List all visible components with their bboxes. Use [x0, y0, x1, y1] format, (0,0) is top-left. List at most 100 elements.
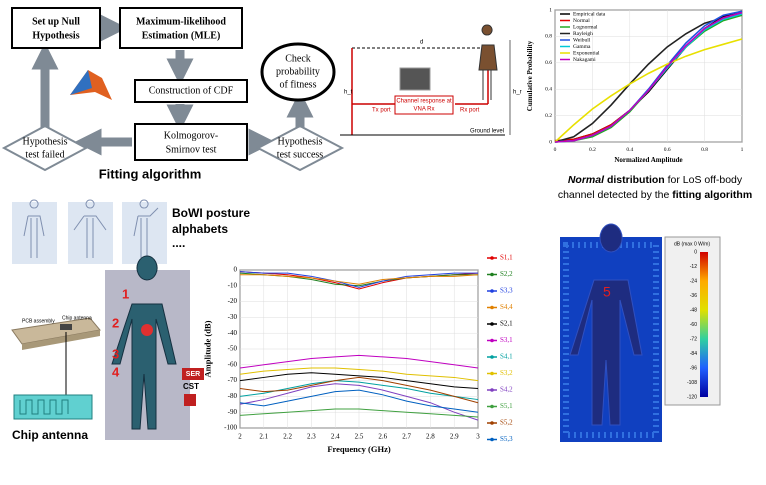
- node-label: Hypothesis: [278, 136, 323, 147]
- x-tick-label: 2.5: [355, 433, 364, 441]
- x-tick-label: 0: [554, 147, 557, 153]
- caption-text: distribution: [607, 174, 665, 186]
- colorbar-tick-label: 0: [694, 249, 697, 255]
- body-model-part: [141, 324, 153, 336]
- colorbar-tick-label: -120: [687, 394, 697, 400]
- x-tick-label: 3: [476, 433, 480, 441]
- body-marker: 3: [112, 346, 119, 361]
- node-label: Estimation (MLE): [142, 30, 221, 41]
- legend-label: S5,2: [500, 419, 513, 427]
- postures-part: [68, 202, 113, 264]
- flowchart-part: [12, 8, 100, 48]
- caption-text: fitting algorithm: [672, 189, 752, 201]
- legend-marker: [490, 421, 494, 425]
- node-label: probability: [276, 66, 320, 77]
- sar-image: 5 dB (max 0 W/m): [560, 224, 720, 442]
- y-tick-label: -90: [228, 408, 238, 416]
- y-tick-label: -80: [228, 392, 238, 400]
- body-marker: 4: [112, 364, 120, 379]
- x-tick-label: 0.2: [589, 147, 596, 153]
- antenna: PCB assembly Chip antenna Chip antenna: [12, 315, 100, 442]
- y-tick-label: 0.4: [545, 86, 552, 92]
- legend-label: S3,2: [500, 369, 513, 377]
- setup-label: Rx port: [460, 108, 480, 114]
- setup-label: Channel response at: [396, 99, 452, 105]
- node-label: Hypothesis: [32, 30, 79, 41]
- y-tick-label: -100: [224, 424, 237, 432]
- x-tick-label: 2.7: [402, 433, 411, 441]
- x-tick-label: 0.6: [664, 147, 671, 153]
- legend-marker: [490, 355, 494, 359]
- postures: BoWI posture alphabets ....: [12, 200, 250, 264]
- y-tick-label: 0: [234, 266, 238, 274]
- flowchart-part: [120, 8, 242, 48]
- node-label: test success: [277, 149, 323, 160]
- flowchart-part: [4, 126, 86, 170]
- flowchart: Set up Null Hypothesis Maximum-likelihoo…: [4, 8, 342, 181]
- legend-label: S5,3: [500, 435, 513, 443]
- colorbar-tick-label: -48: [690, 307, 697, 313]
- node-label: of fitness: [280, 79, 317, 90]
- cst-logo: CST: [183, 382, 199, 391]
- colorbar-tick-label: -60: [690, 322, 697, 328]
- colorbar-title: dB (max 0 W/m): [674, 241, 710, 247]
- cdf-caption: Normal distribution for LoS off-body cha…: [558, 174, 752, 201]
- legend-marker: [490, 388, 494, 392]
- antenna-label: Chip antenna: [62, 315, 92, 321]
- legend-marker: [490, 339, 494, 343]
- postures-part: [12, 202, 57, 264]
- legend-label: Exponential: [573, 50, 600, 56]
- setup-label: VNA Rx: [413, 107, 434, 113]
- body-marker: 2: [112, 315, 119, 330]
- sar-image-part: [700, 252, 708, 397]
- node-label: Construction of CDF: [149, 85, 234, 96]
- y-tick-label: -10: [228, 281, 238, 289]
- matlab-logo: [70, 70, 112, 100]
- x-tick-label: 2.3: [307, 433, 316, 441]
- node-label: Kolmogorov-: [164, 130, 218, 141]
- setup-part: [400, 68, 430, 90]
- legend-label: S4,2: [500, 386, 513, 394]
- y-tick-label: -40: [228, 329, 238, 337]
- posture-title: alphabets: [172, 222, 228, 236]
- colorbar-tick-label: -72: [690, 336, 697, 342]
- x-tick-label: 0.4: [626, 147, 633, 153]
- setup-label: Ground level: [470, 129, 504, 135]
- x-axis-label: Frequency (GHz): [327, 444, 391, 454]
- legend-marker: [490, 256, 494, 260]
- x-tick-label: 2.4: [331, 433, 340, 441]
- antenna-part: [60, 324, 72, 330]
- node-label: Set up Null: [32, 16, 80, 27]
- legend-label: Gamma: [573, 44, 591, 50]
- cdf-caption-part: channel detected by the fitting algorith…: [558, 189, 752, 201]
- x-tick-label: 2.8: [426, 433, 435, 441]
- legend-marker: [490, 322, 494, 326]
- y-tick-label: -60: [228, 360, 238, 368]
- legend-marker: [490, 273, 494, 277]
- colorbar-tick-label: -24: [690, 278, 697, 284]
- setup-label: h_t: [344, 90, 353, 96]
- body-marker: 1: [122, 286, 129, 301]
- caption-text: Normal: [568, 174, 605, 186]
- node-label: test failed: [25, 149, 64, 160]
- legend-label: S4,4: [500, 303, 513, 311]
- cdf-caption-part: Normal distribution for LoS off-body: [568, 174, 743, 186]
- legend-label: S3,3: [500, 287, 513, 295]
- y-tick-label: 1: [549, 7, 552, 13]
- body-model-part: [184, 394, 196, 406]
- node-label: Smirnov test: [166, 144, 217, 155]
- sar-marker: 5: [603, 284, 611, 300]
- x-tick-label: 2.6: [378, 433, 387, 441]
- x-tick-label: 0.8: [701, 147, 708, 153]
- colorbar-tick-label: -96: [690, 365, 697, 371]
- legend-label: Weibull: [573, 37, 591, 43]
- antenna-caption: Chip antenna: [12, 428, 88, 442]
- node-label: Hypothesis: [23, 136, 68, 147]
- y-tick-label: -20: [228, 297, 238, 305]
- setup-label: Tx port: [372, 108, 391, 114]
- colorbar-tick-label: -108: [687, 380, 697, 386]
- y-axis-label: Amplitude (dB): [202, 320, 212, 377]
- colorbar-tick-label: -36: [690, 293, 697, 299]
- caption-text: channel detected by the: [558, 189, 670, 201]
- x-axis-label: Normalized Amplitude: [614, 156, 682, 164]
